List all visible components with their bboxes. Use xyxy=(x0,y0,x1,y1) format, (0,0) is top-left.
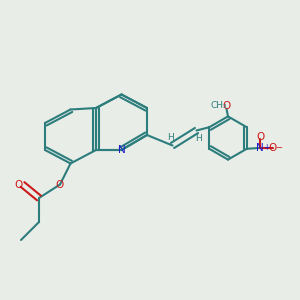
Text: N: N xyxy=(118,145,125,155)
Text: +: + xyxy=(264,143,270,152)
Text: −: − xyxy=(275,143,282,152)
Text: O: O xyxy=(269,143,277,153)
Text: H: H xyxy=(167,133,173,142)
Text: H: H xyxy=(196,134,202,143)
Text: O: O xyxy=(256,132,264,142)
Text: CH₃: CH₃ xyxy=(210,101,227,110)
Text: O: O xyxy=(222,101,231,111)
Text: O: O xyxy=(56,179,64,190)
Text: N: N xyxy=(256,143,264,153)
Text: O: O xyxy=(15,179,23,190)
